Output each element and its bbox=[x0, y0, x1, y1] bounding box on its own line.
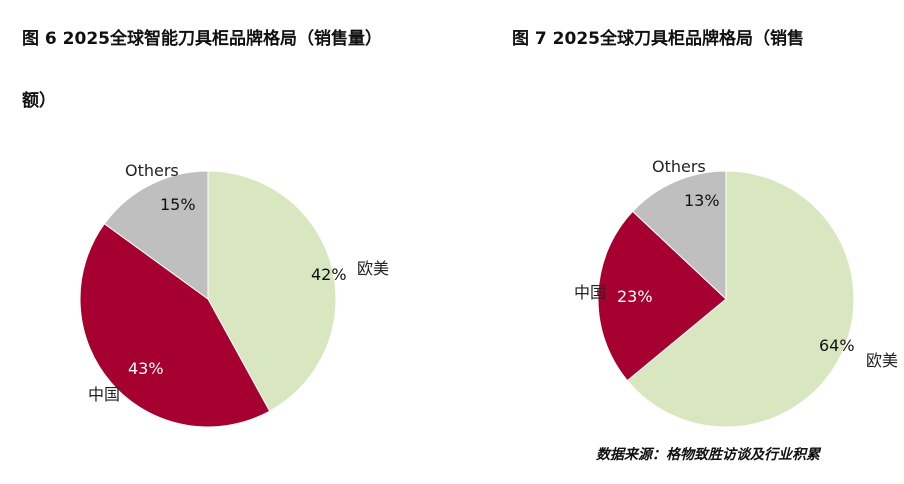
source-note: 数据来源：格物致胜访谈及行业积累 bbox=[596, 447, 820, 463]
data-label: 43% bbox=[128, 359, 164, 378]
data-label: 15% bbox=[160, 195, 196, 214]
pie-slice-6-2 bbox=[103, 170, 209, 300]
category-label: 中国 bbox=[574, 283, 606, 302]
figure-7-title: 图 7 2025全球刀具柜品牌格局（销售 bbox=[512, 29, 804, 49]
figure-6-title: 图 6 2025全球智能刀具柜品牌格局（销售量） bbox=[22, 29, 382, 49]
data-label: 64% bbox=[819, 336, 855, 355]
pie-slice-7-2 bbox=[631, 170, 727, 301]
category-label: 中国 bbox=[88, 385, 120, 404]
pie-slice-6-1 bbox=[79, 223, 271, 428]
data-label: 13% bbox=[684, 191, 720, 210]
data-label: 23% bbox=[617, 287, 653, 306]
category-label: Others bbox=[652, 157, 706, 176]
data-label: 42% bbox=[311, 265, 347, 284]
pie-slice-7-0 bbox=[626, 170, 855, 428]
category-label: 欧美 bbox=[866, 351, 898, 370]
category-label: 欧美 bbox=[357, 259, 389, 278]
pie-slice-6-0 bbox=[207, 170, 337, 412]
category-label: Others bbox=[125, 161, 179, 180]
pie-slice-7-1 bbox=[597, 210, 727, 382]
figure-7-title-continued: 额） bbox=[22, 91, 56, 111]
